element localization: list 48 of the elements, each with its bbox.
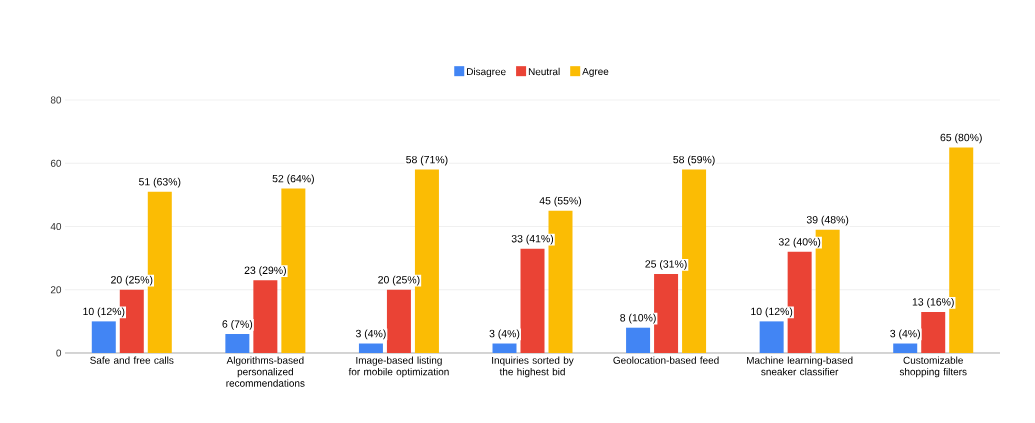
data-label: 58 (59%)	[673, 155, 715, 166]
bar	[759, 321, 784, 353]
data-label: 32 (40%)	[778, 237, 821, 248]
data-label: 20 (25%)	[378, 275, 420, 286]
data-label: 10 (12%)	[751, 307, 793, 318]
y-tick-label: 20	[50, 286, 62, 294]
data-label: 25 (31%)	[645, 259, 687, 270]
data-label: 3 (4%)	[890, 329, 920, 340]
y-tick-label: 40	[50, 222, 62, 231]
bar	[654, 273, 679, 353]
bar	[921, 311, 946, 353]
bar	[386, 289, 411, 353]
data-label: 45 (55%)	[539, 196, 582, 207]
data-label: 20 (25%)	[111, 275, 153, 286]
data-label: 52 (64%)	[272, 174, 314, 185]
bar	[626, 327, 651, 353]
data-label: 3 (4%)	[355, 329, 386, 340]
bar	[492, 343, 517, 353]
x-tick-label: Geolocation-based feed	[613, 356, 719, 364]
y-tick-label: 60	[50, 159, 62, 167]
data-label: 65 (80%)	[940, 133, 982, 144]
bar	[225, 334, 250, 353]
bar	[253, 280, 278, 353]
data-label: 10 (12%)	[83, 307, 125, 318]
data-label: 33 (41%)	[511, 234, 554, 245]
bar	[893, 343, 918, 353]
data-label: 8 (10%)	[620, 313, 656, 324]
data-label: 6 (7%)	[222, 320, 253, 330]
x-tick-label: Algorithms-based personalized recommendations	[226, 356, 305, 387]
data-label: 58 (71%)	[406, 155, 448, 166]
x-tick-label: Customizable shopping filters	[899, 356, 967, 378]
data-label: 3 (4%)	[489, 329, 520, 340]
legend-label: Neutral	[528, 67, 560, 76]
bar	[91, 321, 116, 353]
data-label: 51 (63%)	[138, 177, 181, 188]
x-tick-label: Safe and free calls	[90, 356, 174, 364]
bar	[358, 343, 383, 353]
data-label: 23 (29%)	[244, 266, 286, 277]
data-label: 39 (48%)	[806, 215, 849, 226]
bar	[520, 248, 545, 353]
data-label: 13 (16%)	[912, 297, 954, 308]
y-tick-label: 0	[56, 349, 62, 357]
legend-label: Agree	[582, 67, 609, 77]
y-tick-label: 80	[50, 96, 62, 104]
x-tick-label: Image-based listing for mobile optimization	[348, 356, 449, 378]
x-tick-label: Machine learning-based sneaker classifier	[747, 356, 853, 376]
x-tick-label: Inquiries sorted by the highest bid	[492, 356, 574, 378]
legend-label: Disagree	[467, 67, 506, 78]
